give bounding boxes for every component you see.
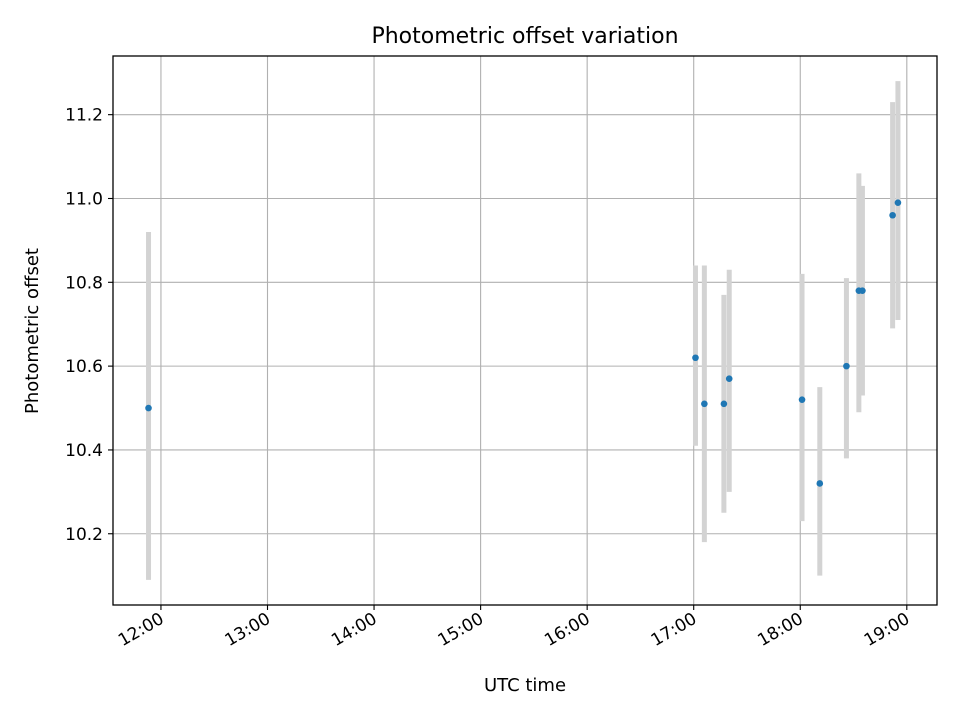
data-point [859, 287, 866, 294]
y-tick-label: 10.4 [65, 441, 103, 461]
data-point [889, 211, 896, 219]
chart-title: Photometric offset variation [371, 24, 678, 49]
y-tick-label: 11.2 [65, 106, 103, 126]
data-point [798, 396, 806, 403]
x-axis-label: UTC time [484, 675, 566, 696]
y-tick-label: 11.0 [65, 189, 103, 209]
data-point [725, 375, 733, 382]
y-tick-label: 10.6 [65, 357, 103, 377]
y-axis-label: Photometric offset [22, 248, 43, 414]
data-point [816, 480, 824, 487]
data-point [894, 199, 902, 206]
y-tick-label: 10.2 [65, 525, 103, 545]
data-point [843, 362, 850, 370]
plot-frame [112, 55, 938, 606]
data-point [145, 404, 152, 412]
y-tick-label: 10.8 [65, 273, 103, 293]
data-point [692, 354, 699, 362]
data-point [701, 400, 708, 408]
data-point [720, 400, 728, 408]
data-points [145, 199, 902, 487]
y-axis-ticks: 10.2 10.4 10.6 10.8 11.0 11.2 [65, 106, 113, 545]
